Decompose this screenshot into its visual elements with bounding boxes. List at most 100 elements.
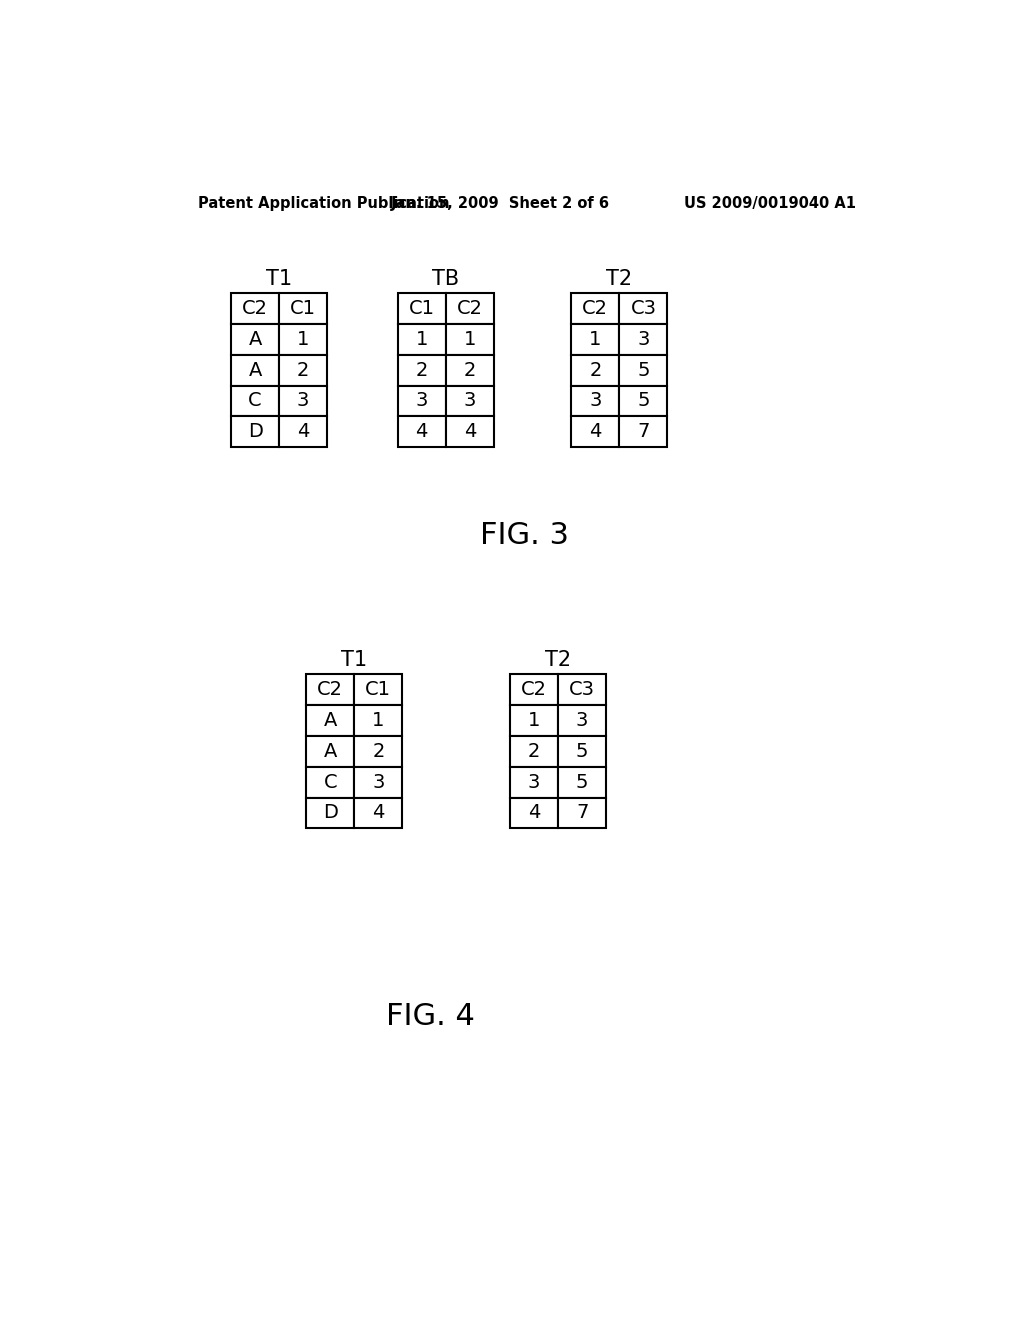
Text: 5: 5 [575, 772, 589, 792]
Text: 4: 4 [528, 804, 541, 822]
Bar [445, 355, 494, 385]
Bar [445, 416, 494, 447]
Bar [510, 705, 558, 737]
Text: 5: 5 [637, 360, 649, 380]
Text: 7: 7 [637, 422, 649, 441]
Bar [397, 323, 445, 355]
Bar [280, 323, 328, 355]
Bar [397, 293, 445, 323]
Bar [558, 737, 606, 767]
Bar [558, 675, 606, 705]
Text: T2: T2 [545, 649, 571, 669]
Text: 3: 3 [589, 392, 601, 411]
Text: T1: T1 [266, 268, 292, 289]
Text: 2: 2 [416, 360, 428, 380]
Text: A: A [324, 742, 337, 760]
Text: C: C [248, 392, 262, 411]
Bar [558, 767, 606, 797]
Bar [231, 355, 280, 385]
Text: 4: 4 [372, 804, 385, 822]
Bar [231, 293, 280, 323]
Text: D: D [248, 422, 262, 441]
Text: C2: C2 [521, 680, 547, 700]
Bar [306, 705, 354, 737]
Bar [510, 767, 558, 797]
Bar [571, 355, 620, 385]
Bar [354, 737, 402, 767]
Text: FIG. 3: FIG. 3 [480, 521, 569, 550]
Text: 1: 1 [528, 711, 541, 730]
Text: C2: C2 [317, 680, 343, 700]
Text: C: C [324, 772, 337, 792]
Text: C3: C3 [569, 680, 595, 700]
Bar [510, 737, 558, 767]
Bar [231, 385, 280, 416]
Text: 1: 1 [589, 330, 601, 348]
Text: A: A [249, 360, 262, 380]
Text: C2: C2 [457, 300, 482, 318]
Text: 1: 1 [297, 330, 309, 348]
Bar [280, 293, 328, 323]
Bar [354, 767, 402, 797]
Text: 3: 3 [464, 392, 476, 411]
Text: 2: 2 [464, 360, 476, 380]
Bar [558, 705, 606, 737]
Text: 3: 3 [297, 392, 309, 411]
Bar [306, 797, 354, 829]
Text: 4: 4 [589, 422, 601, 441]
Bar [354, 675, 402, 705]
Text: Patent Application Publication: Patent Application Publication [198, 195, 450, 211]
Text: 2: 2 [589, 360, 601, 380]
Text: T2: T2 [606, 268, 633, 289]
Bar [620, 385, 668, 416]
Text: D: D [323, 804, 338, 822]
Bar [280, 416, 328, 447]
Bar [397, 416, 445, 447]
Text: 4: 4 [464, 422, 476, 441]
Bar [620, 355, 668, 385]
Bar [571, 385, 620, 416]
Text: C3: C3 [631, 300, 656, 318]
Bar [571, 323, 620, 355]
Text: 5: 5 [637, 392, 649, 411]
Bar [510, 675, 558, 705]
Text: TB: TB [432, 268, 460, 289]
Bar [354, 797, 402, 829]
Bar [306, 675, 354, 705]
Text: 3: 3 [416, 392, 428, 411]
Text: 1: 1 [464, 330, 476, 348]
Text: A: A [249, 330, 262, 348]
Text: 3: 3 [528, 772, 541, 792]
Bar [280, 385, 328, 416]
Text: 3: 3 [637, 330, 649, 348]
Text: C1: C1 [366, 680, 391, 700]
Bar [445, 385, 494, 416]
Bar [558, 797, 606, 829]
Bar [620, 293, 668, 323]
Bar [306, 737, 354, 767]
Bar [397, 385, 445, 416]
Text: C1: C1 [290, 300, 316, 318]
Text: 2: 2 [372, 742, 385, 760]
Text: 7: 7 [575, 804, 589, 822]
Text: C2: C2 [242, 300, 268, 318]
Bar [445, 323, 494, 355]
Bar [620, 323, 668, 355]
Bar [510, 797, 558, 829]
Bar [306, 767, 354, 797]
Bar [620, 416, 668, 447]
Text: 3: 3 [575, 711, 589, 730]
Text: 1: 1 [372, 711, 385, 730]
Text: 5: 5 [575, 742, 589, 760]
Text: FIG. 4: FIG. 4 [386, 1002, 475, 1031]
Bar [571, 416, 620, 447]
Text: C1: C1 [409, 300, 435, 318]
Text: A: A [324, 711, 337, 730]
Text: 2: 2 [528, 742, 541, 760]
Text: 4: 4 [297, 422, 309, 441]
Bar [231, 323, 280, 355]
Text: Jan. 15, 2009  Sheet 2 of 6: Jan. 15, 2009 Sheet 2 of 6 [390, 195, 609, 211]
Bar [231, 416, 280, 447]
Text: 3: 3 [372, 772, 385, 792]
Bar [397, 355, 445, 385]
